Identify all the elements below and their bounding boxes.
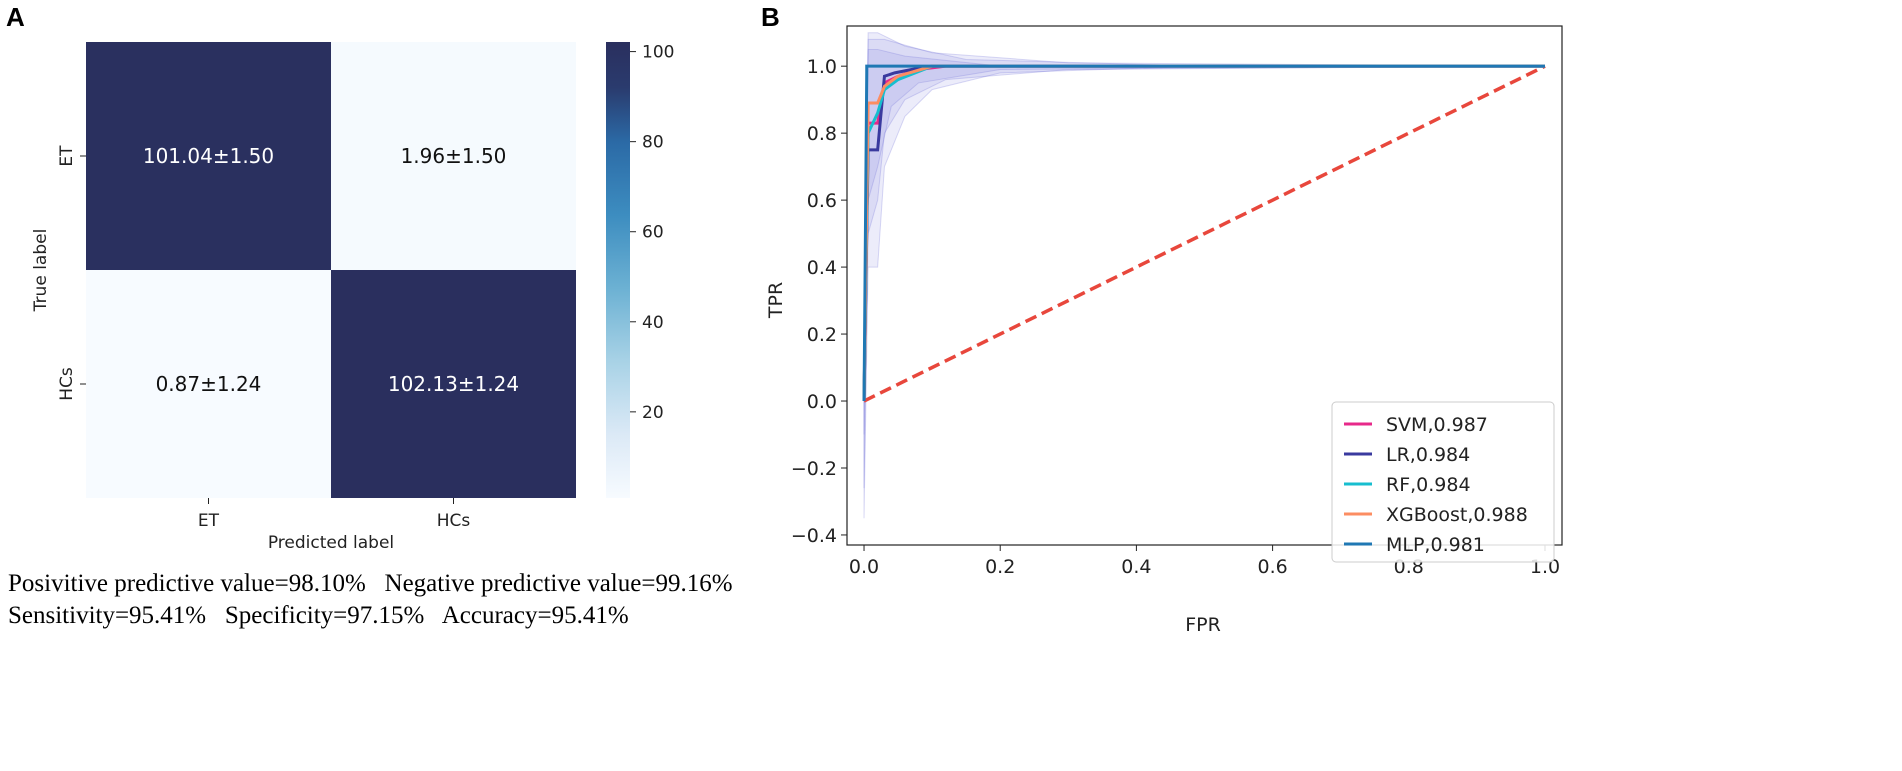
legend-label: SVM,0.987: [1386, 414, 1488, 436]
confidence-band: [863, 48, 1545, 435]
y-tick-label: 0.2: [807, 324, 837, 346]
cell-annotation: 0.87±1.24: [156, 372, 262, 396]
roc-chart: 0.0 0.2 0.4 0.6 0.8 1.0−0.4−0.20.00.20.40.60.…: [765, 25, 1563, 636]
x-axis-label: FPR: [1185, 614, 1221, 636]
x-tick-label: 0.2: [985, 556, 1015, 578]
y-tick-label: −0.2: [791, 458, 837, 480]
y-tick-label: −0.4: [791, 525, 837, 547]
cell-annotation: 101.04±1.50: [143, 144, 274, 168]
colorbar-tick-label: 20: [642, 403, 664, 423]
y-tick-label: HCs: [57, 367, 77, 401]
legend-label: XGBoost,0.988: [1386, 504, 1528, 526]
y-tick-label: 0.6: [807, 190, 837, 212]
heatmap-cell: [331, 270, 576, 498]
cell-annotation: 102.13±1.24: [388, 372, 519, 396]
x-axis-label: Predicted label: [268, 533, 394, 553]
panel-letter-b: B: [761, 2, 780, 32]
confidence-band: [863, 38, 1545, 489]
y-tick-label: 1.0: [807, 56, 837, 78]
colorbar-tick-label: 60: [642, 223, 664, 243]
stats-line-2: Sensitivity=95.41% Specificity=97.15% Ac…: [8, 602, 629, 629]
x-tick-label: 0.0: [849, 556, 879, 578]
cell-annotation: 1.96±1.50: [401, 144, 507, 168]
plot-frame: [846, 25, 1563, 546]
x-tick-label: HCs: [437, 511, 471, 531]
y-tick-label: 0.4: [807, 257, 837, 279]
confidence-band: [863, 32, 1545, 519]
legend-label: LR,0.984: [1386, 444, 1470, 466]
roc-curve-mlp: [862, 64, 1545, 402]
y-tick-label: 0.8: [807, 123, 837, 145]
y-axis-label: True label: [31, 229, 51, 313]
stats-line-1: Posivitive predictive value=98.10% Negat…: [8, 570, 733, 597]
y-axis-label: TPR: [765, 282, 787, 319]
x-tick-label: 0.4: [1121, 556, 1151, 578]
heatmap-cell: [86, 42, 331, 270]
confusion-matrix-chart: 101.04±1.50 1.96±1.50 0.87±1.24 102.13±1.24…: [31, 42, 674, 553]
panel-letter-a: A: [6, 2, 25, 32]
heatmap-cell: [331, 42, 576, 270]
x-tick-label: ET: [198, 511, 220, 531]
colorbar-tick-label: 100: [642, 43, 674, 63]
x-tick-label: 0.6: [1257, 556, 1287, 578]
colorbar-tick-label: 40: [642, 313, 664, 333]
legend-label: RF,0.984: [1386, 474, 1471, 496]
y-tick-label: 0.0: [807, 391, 837, 413]
roc-curve-xgboost: [862, 64, 1545, 402]
colorbar: [606, 42, 630, 498]
colorbar-tick-label: 80: [642, 133, 664, 153]
legend-box: [1331, 401, 1555, 563]
heatmap-cell: [86, 270, 331, 498]
chance-diagonal: [863, 64, 1546, 403]
y-tick-label: ET: [57, 145, 77, 167]
legend-label: MLP,0.981: [1386, 534, 1485, 556]
